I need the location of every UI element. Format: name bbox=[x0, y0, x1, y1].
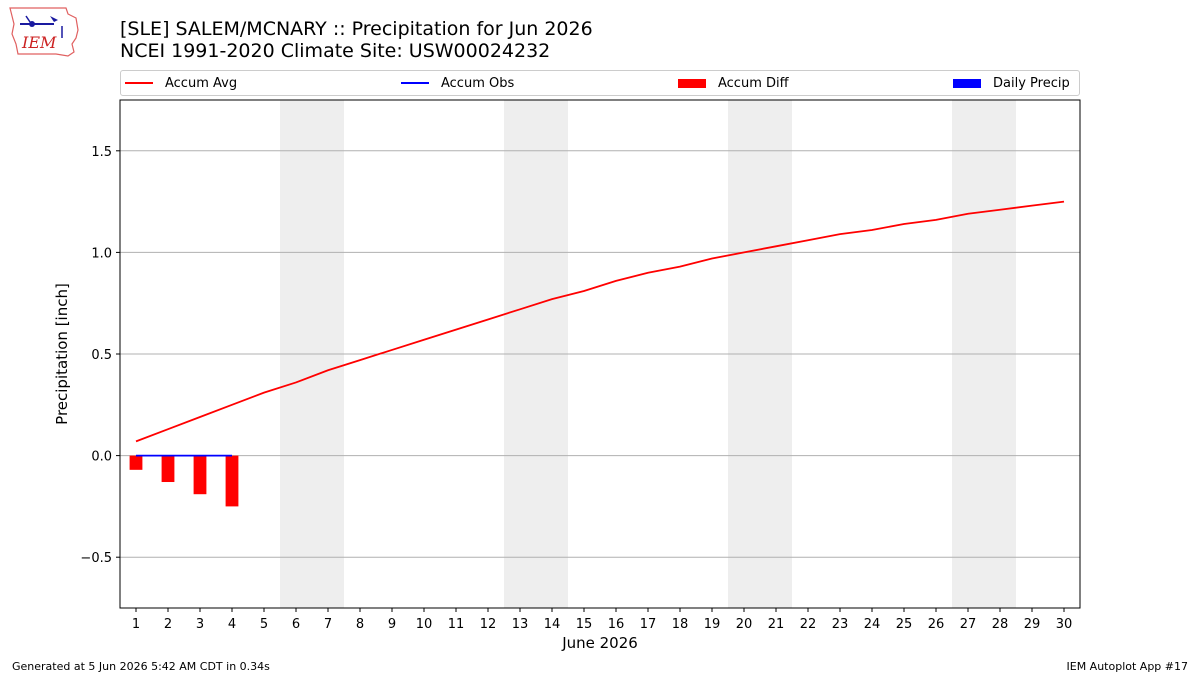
legend-label-accum-obs: Accum Obs bbox=[441, 75, 515, 91]
chart-title: [SLE] SALEM/MCNARY :: Precipitation for … bbox=[120, 18, 593, 40]
svg-text:IEM: IEM bbox=[21, 33, 57, 52]
y-tick-label: −0.5 bbox=[80, 551, 112, 566]
accum-avg-line bbox=[135, 200, 1065, 443]
y-tick-label: 0.0 bbox=[91, 450, 112, 465]
y-tick-label: 1.5 bbox=[91, 145, 112, 160]
legend-label-accum-diff: Accum Diff bbox=[718, 75, 789, 91]
x-tick-label: 9 bbox=[388, 617, 396, 632]
legend-swatch-daily-precip bbox=[953, 78, 981, 88]
legend-item-accum-diff: Accum Diff bbox=[678, 71, 789, 95]
x-tick-label: 25 bbox=[896, 617, 913, 632]
legend-swatch-accum-obs bbox=[401, 82, 429, 84]
footer-generated-text: Generated at 5 Jun 2026 5:42 AM CDT in 0… bbox=[12, 660, 270, 673]
x-tick-label: 16 bbox=[608, 617, 625, 632]
legend-swatch-accum-diff bbox=[678, 78, 706, 88]
x-tick-label: 23 bbox=[832, 617, 849, 632]
legend-label-accum-avg: Accum Avg bbox=[165, 75, 238, 91]
x-tick-label: 18 bbox=[672, 617, 689, 632]
chart-subtitle: NCEI 1991-2020 Climate Site: USW00024232 bbox=[120, 40, 551, 62]
legend-swatch-accum-avg bbox=[125, 82, 153, 84]
chart-legend: Accum Avg Accum Obs Accum Diff Daily Pre… bbox=[120, 70, 1080, 96]
y-axis-label: Precipitation [inch] bbox=[53, 283, 71, 425]
x-tick-label: 8 bbox=[356, 617, 364, 632]
x-tick-label: 27 bbox=[960, 617, 977, 632]
legend-label-daily-precip: Daily Precip bbox=[993, 75, 1070, 91]
accum-diff-bar bbox=[193, 455, 207, 495]
x-tick-label: 26 bbox=[928, 617, 945, 632]
x-tick-label: 15 bbox=[576, 617, 593, 632]
footer-app-text: IEM Autoplot App #17 bbox=[1066, 660, 1189, 673]
legend-item-accum-avg: Accum Avg bbox=[125, 71, 237, 95]
accum-diff-bar bbox=[225, 455, 239, 507]
x-tick-label: 6 bbox=[292, 617, 300, 632]
y-tick-label: 0.5 bbox=[91, 348, 112, 363]
x-tick-label: 1 bbox=[132, 617, 140, 632]
x-tick-label: 28 bbox=[992, 617, 1009, 632]
accum-diff-bar bbox=[129, 455, 143, 470]
x-tick-label: 12 bbox=[480, 617, 497, 632]
x-tick-label: 2 bbox=[164, 617, 172, 632]
x-tick-label: 4 bbox=[228, 617, 236, 632]
x-tick-label: 11 bbox=[448, 617, 465, 632]
x-tick-label: 10 bbox=[416, 617, 433, 632]
x-tick-label: 24 bbox=[864, 617, 881, 632]
iem-logo: IEM bbox=[9, 7, 79, 57]
x-tick-label: 5 bbox=[260, 617, 268, 632]
x-tick-label: 22 bbox=[800, 617, 817, 632]
x-tick-label: 29 bbox=[1024, 617, 1041, 632]
x-tick-label: 7 bbox=[324, 617, 332, 632]
x-tick-label: 20 bbox=[736, 617, 753, 632]
accum-diff-bar bbox=[161, 455, 175, 483]
legend-item-daily-precip: Daily Precip bbox=[953, 71, 1070, 95]
x-tick-label: 3 bbox=[196, 617, 204, 632]
x-tick-label: 13 bbox=[512, 617, 529, 632]
x-tick-label: 19 bbox=[704, 617, 721, 632]
x-tick-label: 21 bbox=[768, 617, 785, 632]
x-tick-label: 30 bbox=[1056, 617, 1073, 632]
legend-item-accum-obs: Accum Obs bbox=[401, 71, 514, 95]
x-axis-label: June 2026 bbox=[562, 634, 638, 652]
x-tick-label: 17 bbox=[640, 617, 657, 632]
y-tick-label: 1.0 bbox=[91, 246, 112, 261]
x-tick-label: 14 bbox=[544, 617, 561, 632]
